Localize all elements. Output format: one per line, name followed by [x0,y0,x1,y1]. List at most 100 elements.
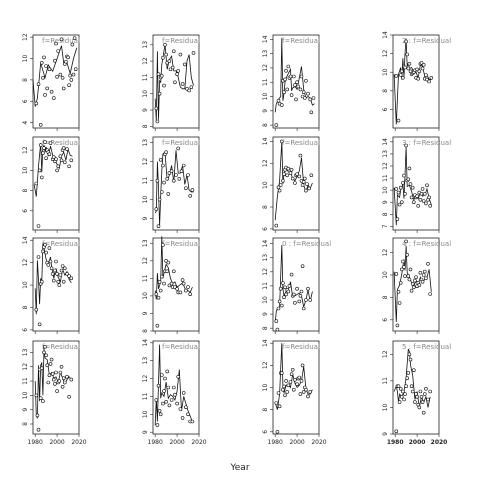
data-point [301,306,306,311]
panel-frame [272,34,320,129]
data-point [301,180,306,184]
panel-label: f=Residual [162,240,200,248]
data-point [42,146,46,150]
data-point [180,82,185,86]
series-line [154,344,193,426]
data-point [419,61,424,65]
data-point [282,295,286,300]
data-point [56,164,61,169]
y-tick-label: 13 [262,50,269,58]
data-point [163,376,167,381]
panel-frame [152,34,200,129]
data-point [43,242,47,247]
panel-label: 5 : f=Residual [402,343,451,351]
data-point [297,299,302,304]
data-point [155,423,160,427]
series-line [274,244,313,323]
y-tick-label: 10 [262,93,269,101]
panel: 6 8 10 12 4 : f=Residual [382,237,451,334]
data-point [178,52,183,57]
y-tick-label: 10 [382,186,389,194]
data-point [428,292,433,296]
data-point [45,363,50,368]
data-point [421,199,426,203]
y-tick-label: 8 [382,295,389,299]
data-point [398,386,403,391]
data-point [167,171,172,175]
data-point [39,279,44,284]
data-point [176,374,180,379]
y-tick-label: 12 [22,146,29,154]
data-point [298,392,303,396]
data-point [284,379,288,383]
y-tick-label: 11 [262,282,269,290]
data-point [397,202,402,207]
data-point [283,393,287,398]
data-point [157,280,162,284]
data-point [300,264,305,269]
data-point [65,374,69,379]
y-tick-label: 13 [142,139,149,147]
data-point [170,65,175,70]
data-point [290,176,295,181]
data-point [42,350,46,355]
data-point [169,281,174,286]
data-point [188,194,192,198]
data-point [190,188,195,192]
data-point [184,288,188,293]
panel: 8 9 10 11 12 13 f=Residual [142,34,200,131]
data-point [175,287,179,291]
y-tick-label: 9 [142,217,149,221]
data-point [406,371,411,375]
data-point [48,141,53,145]
data-point [163,42,167,47]
data-point [427,195,431,200]
data-point [281,281,285,285]
data-point [60,264,65,268]
data-point [59,37,64,42]
data-point [191,51,196,55]
data-point [37,322,42,327]
data-point [309,110,314,115]
y-tick-label: 10 [262,384,269,392]
data-point [157,408,162,413]
data-point [68,73,72,78]
data-point [295,172,299,176]
y-tick-label: 14 [262,240,269,248]
panel: 8 9 10 11 12 13 14 f=Residual [262,34,320,131]
data-point [56,279,61,284]
data-point [398,280,403,285]
data-point [394,272,399,276]
y-tick-label: 10 [22,166,29,174]
data-point [299,289,304,294]
data-point [394,74,399,78]
data-point [308,97,313,102]
data-point [61,376,66,381]
data-point [166,260,171,265]
panel: 4681012f=Residual [22,33,80,131]
data-point [276,99,281,103]
data-point [419,192,424,196]
panel: 9 10 11 12 1980 2000 2020 5 : f=Residual [382,340,451,446]
data-point [395,217,400,221]
y-tick-label: 10 [382,271,389,279]
data-point [59,158,64,163]
data-point [299,379,304,383]
data-point [158,288,163,293]
y-tick-label: 8 [262,123,269,127]
data-point [279,139,284,144]
data-point [41,151,45,155]
data-point [55,74,59,79]
panel-frame [272,237,320,332]
y-tick-label: 14 [22,236,29,244]
data-point [47,373,52,378]
data-point [162,389,166,393]
data-point [300,363,305,368]
data-point [274,319,279,323]
data-point [308,390,313,394]
data-point [186,285,190,289]
data-point [293,83,297,87]
data-point [39,60,44,65]
data-point [286,64,291,69]
data-point [401,181,405,185]
